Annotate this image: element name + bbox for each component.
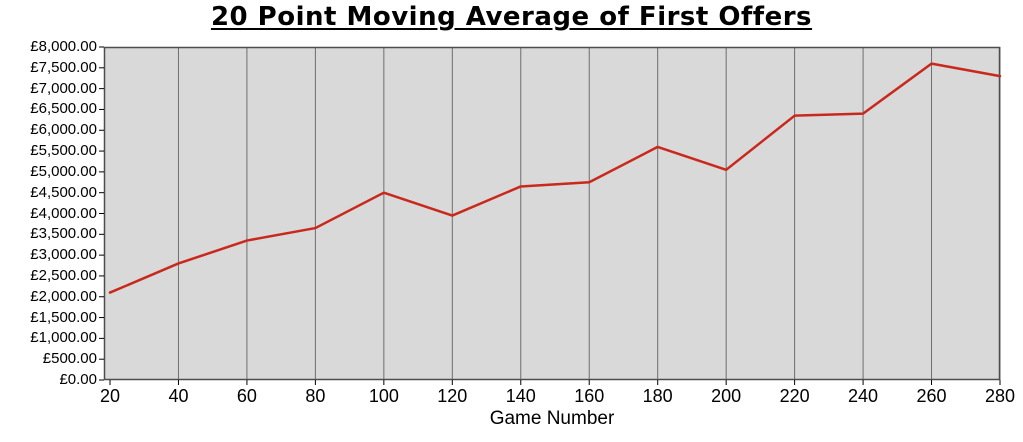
x-tick-label: 40 bbox=[168, 386, 189, 406]
y-tick-label: £5,000.00 bbox=[30, 162, 97, 180]
y-tick-label: £8,000.00 bbox=[30, 38, 97, 55]
y-tick-label: £2,500.00 bbox=[30, 266, 97, 284]
y-tick-label: £6,500.00 bbox=[30, 100, 97, 118]
plot-background bbox=[104, 47, 1000, 380]
y-tick-label: £7,500.00 bbox=[30, 58, 97, 76]
y-tick-label: £500.00 bbox=[42, 350, 97, 368]
y-tick-label: £2,000.00 bbox=[30, 287, 97, 305]
plot-border bbox=[103, 46, 1001, 381]
x-tick-label: 140 bbox=[505, 386, 536, 406]
x-tick-label: 200 bbox=[711, 386, 742, 406]
y-tick-label: £1,500.00 bbox=[30, 308, 97, 326]
x-tick-label: 220 bbox=[779, 386, 810, 406]
moving-average-line bbox=[108, 62, 1002, 294]
x-tick-label: 260 bbox=[916, 386, 947, 406]
y-tick-label: £1,000.00 bbox=[30, 329, 97, 347]
y-tick-label: £6,000.00 bbox=[30, 121, 97, 139]
chart-title: 20 Point Moving Average of First Offers bbox=[210, 2, 813, 32]
x-tick-label: 280 bbox=[984, 386, 1016, 406]
y-tick-label: £0.00 bbox=[59, 371, 97, 388]
x-tick-label: 240 bbox=[848, 386, 879, 406]
x-tick-label: 20 bbox=[99, 386, 121, 406]
x-tick-label: 160 bbox=[574, 386, 605, 406]
y-tick-label: £3,000.00 bbox=[30, 246, 97, 264]
y-tick-label: £5,500.00 bbox=[30, 142, 97, 160]
plot-area bbox=[99, 46, 1002, 385]
x-axis-title: Game Number bbox=[489, 408, 615, 429]
y-tick-label: £7,000.00 bbox=[30, 79, 97, 97]
x-tick-label: 180 bbox=[642, 386, 673, 406]
y-tick-label: £4,000.00 bbox=[30, 204, 97, 222]
x-tick-label: 100 bbox=[368, 386, 399, 406]
y-tick-label: £3,500.00 bbox=[30, 225, 97, 243]
x-tick-label: 80 bbox=[305, 386, 326, 406]
x-tick-label: 60 bbox=[236, 386, 257, 406]
x-tick-label: 120 bbox=[437, 386, 468, 406]
y-tick-label: £4,500.00 bbox=[30, 183, 97, 201]
